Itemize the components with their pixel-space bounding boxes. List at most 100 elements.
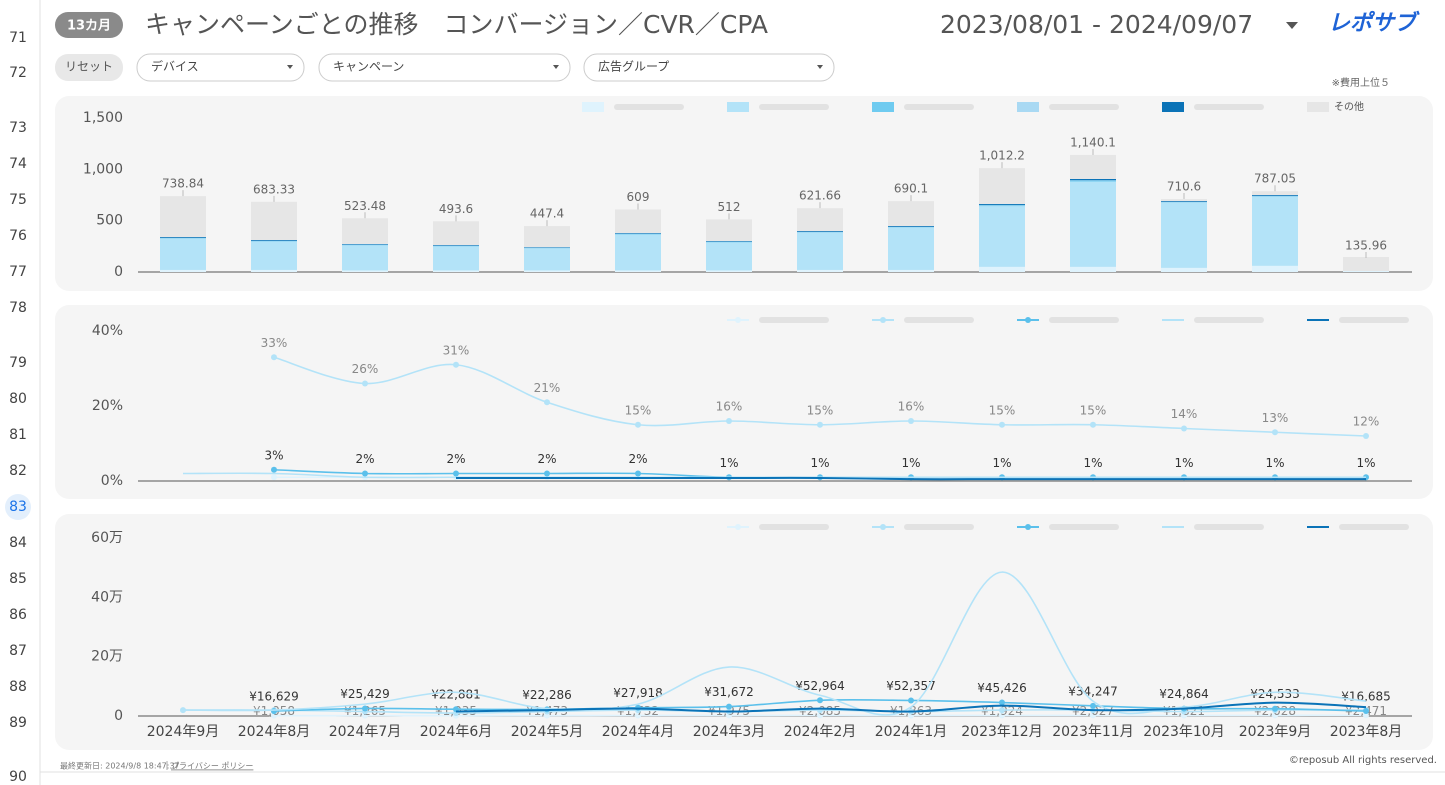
point [726, 703, 732, 710]
bar-segment [706, 240, 752, 242]
value-label: 33% [261, 336, 288, 350]
legend-label-blurred [1049, 524, 1119, 530]
value-label: 16% [898, 400, 925, 414]
bar-segment [888, 269, 934, 272]
point [1272, 712, 1278, 719]
legend-label-blurred [904, 317, 974, 323]
value-label: ¥22,286 [522, 688, 572, 702]
value-label: 1% [1265, 456, 1284, 470]
point [1090, 702, 1096, 709]
copyright: ©reposub All rights reserved. [1289, 755, 1437, 766]
total-label: 738.84 [162, 177, 204, 191]
y-tick-label: 1,000 [83, 161, 123, 177]
bar-segment [706, 242, 752, 271]
row-number: 80 [9, 391, 27, 407]
x-tick-label: 2023年11月 [1052, 724, 1133, 740]
point [544, 399, 550, 406]
row-number: 89 [9, 715, 27, 731]
bar-segment [615, 234, 661, 271]
legend-swatch[interactable] [1017, 102, 1039, 112]
legend-label-blurred [1339, 317, 1409, 323]
total-label: 135.96 [1345, 239, 1387, 253]
row-number: 79 [9, 355, 27, 371]
bar-segment [433, 244, 479, 246]
point [453, 361, 459, 368]
bar-segment [342, 218, 388, 244]
bar-segment [251, 201, 297, 240]
point [1272, 429, 1278, 436]
bar-segment [979, 206, 1025, 267]
x-tick-label: 2024年9月 [147, 724, 220, 740]
bar-segment [1070, 266, 1116, 272]
filter-label: 広告グループ [598, 60, 669, 74]
bar-segment [706, 270, 752, 272]
legend-label-blurred [1194, 524, 1264, 530]
line [456, 476, 1366, 481]
privacy-link[interactable]: プライバシー ポリシー [171, 762, 253, 771]
value-label: 1% [1356, 456, 1375, 470]
row-number: 75 [9, 192, 27, 208]
point [1090, 712, 1096, 719]
bar-segment [615, 270, 661, 272]
legend-swatch[interactable] [1307, 102, 1329, 112]
bar-segment [1252, 196, 1298, 197]
legend-label-blurred [759, 317, 829, 323]
value-label: 15% [625, 403, 652, 417]
row-number: 76 [9, 228, 27, 244]
row-number: 85 [9, 571, 27, 587]
bar-segment [1070, 181, 1116, 267]
bar-segment [160, 238, 206, 239]
bar-segment [1070, 180, 1116, 182]
value-label: ¥31,672 [704, 685, 754, 699]
total-label: 523.48 [344, 199, 386, 213]
logo: レポサブ [1328, 10, 1420, 36]
bar-segment [342, 243, 388, 245]
point [635, 712, 641, 719]
point [271, 466, 277, 473]
value-label: ¥24,533 [1250, 687, 1300, 701]
bar-segment [251, 269, 297, 272]
legend-label-blurred [904, 104, 974, 110]
panel [55, 514, 1433, 750]
bar-segment [251, 241, 297, 242]
period-badge[interactable] [55, 12, 123, 38]
point [271, 354, 277, 361]
point [1090, 421, 1096, 428]
legend-swatch[interactable] [727, 102, 749, 112]
bar-segment [524, 247, 570, 248]
x-tick-label: 2023年10月 [1143, 724, 1224, 740]
legend-swatch[interactable] [872, 102, 894, 112]
value-label: 15% [1080, 403, 1107, 417]
legend-marker [735, 524, 741, 530]
bar-segment [433, 270, 479, 272]
bar-segment [1070, 178, 1116, 181]
value-label: ¥16,685 [1341, 690, 1391, 704]
date-range[interactable]: 2023/08/01 - 2024/09/07 [940, 10, 1253, 39]
period-badge-text: 13カ月 [67, 19, 111, 34]
bar-segment [160, 269, 206, 272]
bar-segment [615, 233, 661, 235]
row-number: 72 [9, 65, 27, 81]
legend-label-blurred [1049, 317, 1119, 323]
point [999, 699, 1005, 706]
bar-segment [1161, 202, 1207, 203]
point [635, 421, 641, 428]
filter-dropdown[interactable] [583, 53, 835, 82]
point [817, 697, 823, 704]
page-title: キャンペーンごとの推移 コンバージョン／CVR／CPA [145, 10, 768, 39]
date-dropdown[interactable] [1286, 22, 1298, 29]
total-label: 1,012.2 [979, 149, 1025, 163]
bar-segment [160, 238, 206, 270]
bar-segment [1161, 201, 1207, 202]
filter-dropdown[interactable] [136, 53, 305, 82]
filter-dropdown[interactable] [318, 53, 571, 82]
legend-swatch[interactable] [1162, 102, 1184, 112]
legend-label-blurred [759, 104, 829, 110]
legend-swatch[interactable] [582, 102, 604, 112]
bar-segment [1161, 199, 1207, 202]
x-tick-label: 2023年9月 [1239, 724, 1312, 740]
bar-segment [615, 232, 661, 234]
point [1363, 708, 1369, 715]
reset-button[interactable] [55, 54, 123, 81]
x-tick-label: 2024年1月 [875, 724, 948, 740]
